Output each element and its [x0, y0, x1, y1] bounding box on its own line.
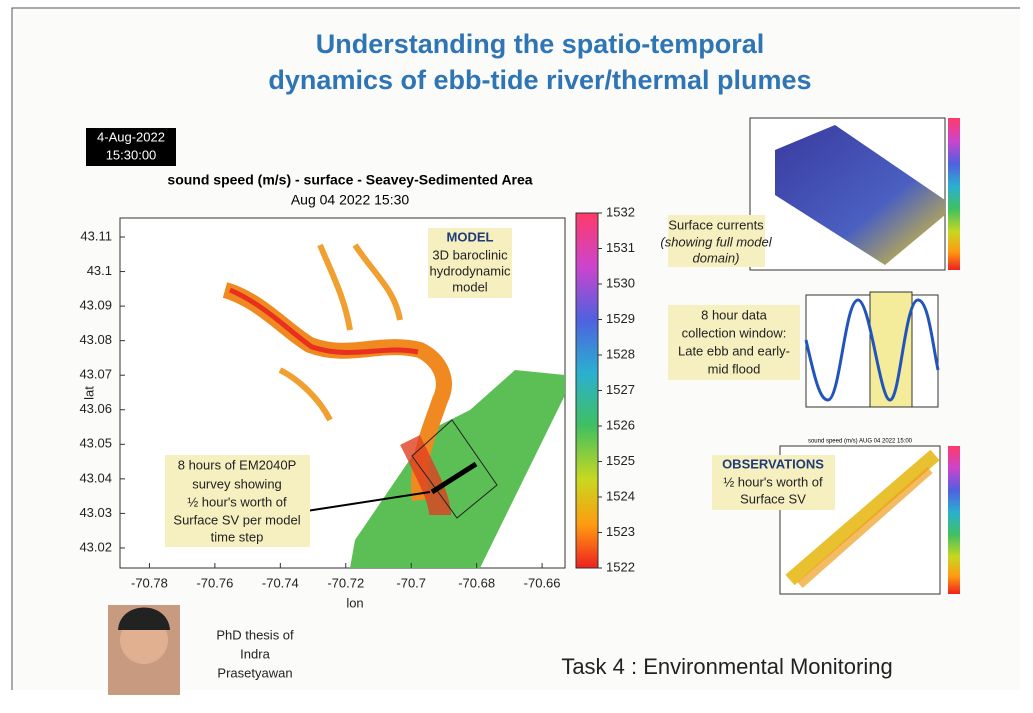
y-tick-label: 43.03: [79, 505, 112, 520]
credit: Prasetyawan: [217, 665, 292, 680]
y-tick-label: 43.07: [79, 367, 112, 382]
window-note: Late ebb and early-: [678, 343, 790, 358]
credit: Indra: [240, 646, 270, 661]
window-note: 8 hour data: [701, 307, 768, 322]
credit: PhD thesis of: [216, 627, 294, 642]
model-note: MODEL: [447, 229, 494, 244]
survey-note: ½ hour's worth of: [187, 494, 287, 509]
colorbar-tick-label: 1529: [606, 311, 635, 326]
title: dynamics of ebb-tide river/thermal plume…: [268, 65, 811, 95]
colorbar-tick-label: 1525: [606, 453, 635, 468]
slide: Understanding the spatio-temporal dynami…: [0, 0, 1033, 713]
timestamp: 15:30:00: [106, 147, 157, 162]
colorbar-tick-label: 1526: [606, 417, 635, 432]
y-tick-label: 43.05: [79, 436, 112, 451]
timestamp: 4-Aug-2022: [97, 129, 165, 144]
x-tick-label: -70.74: [262, 575, 299, 590]
survey-note: 8 hours of EM2040P: [178, 457, 297, 472]
y-tick-label: 43.09: [79, 298, 112, 313]
y-tick-label: 43.1: [87, 263, 112, 278]
colorbar: [576, 213, 598, 568]
observations-note: OBSERVATIONS: [722, 456, 824, 471]
y-tick-label: 43.08: [79, 332, 112, 347]
colorbar-tick-label: 1530: [606, 275, 635, 290]
y-tick-label: 43.11: [80, 228, 112, 243]
model-note: 3D baroclinic: [432, 247, 508, 262]
y-tick-label: 43.02: [79, 539, 112, 554]
y-axis-label: lat: [81, 386, 96, 400]
y-tick-label: 43.04: [79, 470, 112, 485]
task-label: Task 4 : Environmental Monitoring: [561, 654, 892, 679]
colorbar-tick-label: 1527: [606, 382, 635, 397]
inset-colorbar: [948, 446, 960, 594]
colorbar-tick-label: 1528: [606, 346, 635, 361]
window-box: [870, 292, 912, 407]
x-axis-label: lon: [346, 595, 363, 610]
colorbar-tick-label: 1531: [606, 240, 635, 255]
map-title: sound speed (m/s) - surface - Seavey-Sed…: [167, 172, 532, 188]
x-tick-label: -70.78: [131, 575, 168, 590]
survey-note: time step: [211, 529, 264, 544]
colorbar-tick-label: 1522: [606, 559, 635, 574]
map-subtitle: Aug 04 2022 15:30: [291, 192, 410, 208]
title: Understanding the spatio-temporal: [316, 29, 765, 59]
colorbar-tick-label: 1523: [606, 524, 635, 539]
x-tick-label: -70.76: [196, 575, 233, 590]
currents-note: Surface currents: [668, 217, 764, 232]
window-note: collection window:: [682, 325, 787, 340]
y-tick-label: 43.06: [79, 401, 112, 416]
x-tick-label: -70.72: [327, 575, 364, 590]
survey-note: survey showing: [192, 476, 282, 491]
x-tick-label: -70.66: [524, 575, 561, 590]
observations-note: Surface SV: [740, 491, 806, 506]
inset-colorbar: [948, 118, 960, 270]
x-tick-label: -70.7: [396, 575, 426, 590]
colorbar-tick-label: 1524: [606, 488, 635, 503]
colorbar-tick-label: 1532: [606, 204, 635, 219]
model-note: hydrodynamic: [430, 263, 511, 278]
window-note: mid flood: [708, 361, 761, 376]
inset-title: sound speed (m/s) AUG 04 2022 15:00: [808, 439, 913, 445]
observations-note: ½ hour's worth of: [723, 474, 823, 489]
currents-note: (showing full model: [660, 234, 772, 249]
survey-note: Surface SV per model: [173, 512, 300, 527]
currents-note: domain): [693, 250, 740, 265]
model-note: model: [452, 279, 488, 294]
x-tick-label: -70.68: [458, 575, 495, 590]
